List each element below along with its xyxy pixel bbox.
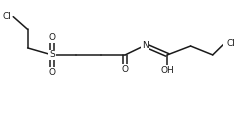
Text: Cl: Cl [226,39,235,48]
Text: O: O [48,68,55,77]
Text: O: O [48,33,55,42]
Text: O: O [122,65,129,74]
Text: OH: OH [161,66,174,75]
Text: S: S [49,50,55,59]
Text: Cl: Cl [3,11,12,21]
Text: N: N [142,41,149,50]
